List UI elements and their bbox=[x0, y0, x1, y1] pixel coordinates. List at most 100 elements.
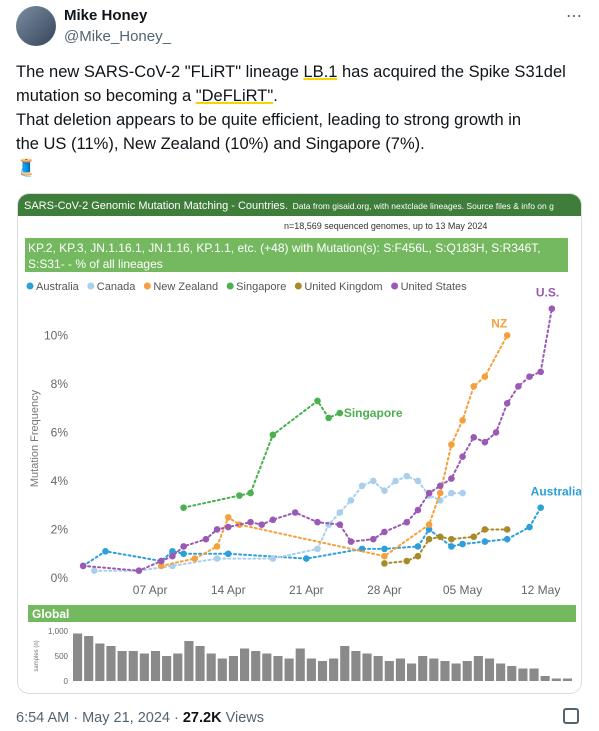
data-point bbox=[436, 533, 444, 541]
bar bbox=[373, 656, 383, 681]
bar bbox=[251, 651, 261, 681]
data-point bbox=[325, 414, 332, 422]
data-point bbox=[436, 489, 444, 497]
data-point bbox=[392, 477, 399, 485]
y-axis-label: Mutation Frequency bbox=[29, 389, 41, 487]
bar bbox=[329, 658, 339, 681]
data-point bbox=[381, 487, 388, 494]
global-band bbox=[28, 605, 576, 622]
bar bbox=[317, 661, 328, 681]
data-point bbox=[436, 482, 444, 490]
data-point bbox=[470, 533, 478, 541]
data-point bbox=[303, 555, 310, 562]
footer: 6:54 AM · May 21, 2024 · 27.2K Views bbox=[16, 710, 264, 726]
data-point bbox=[425, 526, 433, 533]
y-tick-label: 6% bbox=[51, 425, 69, 439]
legend-marker bbox=[87, 282, 95, 290]
data-point bbox=[470, 433, 478, 441]
data-point bbox=[381, 552, 388, 560]
data-point bbox=[224, 514, 232, 521]
data-point bbox=[425, 535, 433, 543]
text-segment: 🧵 bbox=[16, 159, 37, 177]
data-point bbox=[358, 482, 366, 490]
data-point bbox=[347, 497, 355, 504]
y-tick-label: 1,000 bbox=[48, 627, 69, 636]
legend-marker bbox=[26, 282, 34, 290]
data-point bbox=[236, 492, 243, 499]
bar bbox=[173, 653, 183, 681]
text-segment: That deletion appears to be quite effici… bbox=[16, 111, 522, 129]
handle[interactable]: @Mike_Honey_ bbox=[64, 28, 171, 45]
data-point bbox=[169, 552, 176, 560]
data-point bbox=[537, 368, 544, 376]
views-label: Views bbox=[221, 710, 264, 726]
legend-label: Singapore bbox=[236, 281, 286, 293]
data-point bbox=[515, 383, 522, 390]
series-label: U.S. bbox=[536, 286, 559, 300]
bar bbox=[95, 643, 105, 681]
data-point bbox=[247, 489, 254, 497]
data-point bbox=[448, 543, 455, 550]
more-button[interactable]: ⋯ bbox=[566, 8, 582, 25]
bar bbox=[462, 661, 472, 681]
text-segment: LB.1 bbox=[303, 63, 338, 81]
data-point bbox=[102, 548, 109, 555]
bookmark-button[interactable] bbox=[563, 708, 579, 724]
data-point bbox=[470, 383, 478, 390]
bar bbox=[407, 663, 417, 681]
data-point bbox=[79, 562, 87, 570]
data-point bbox=[459, 540, 466, 548]
data-point bbox=[157, 557, 165, 565]
data-point bbox=[459, 489, 466, 497]
avatar[interactable] bbox=[16, 6, 56, 46]
data-point bbox=[503, 526, 511, 533]
series-line bbox=[160, 334, 509, 567]
bar bbox=[473, 656, 483, 681]
bar bbox=[395, 658, 405, 681]
data-point bbox=[91, 567, 98, 575]
chart-subtitle: n=18,569 sequenced genomes, up to 13 May… bbox=[284, 221, 488, 231]
bar bbox=[184, 641, 194, 681]
chart-card[interactable]: SARS-CoV-2 Genomic Mutation Matching - C… bbox=[17, 193, 582, 694]
data-point bbox=[213, 526, 221, 533]
data-point bbox=[414, 543, 422, 550]
data-point bbox=[548, 305, 556, 313]
data-point bbox=[269, 431, 277, 439]
bar bbox=[262, 653, 272, 681]
data-point bbox=[224, 523, 232, 531]
data-point bbox=[537, 504, 544, 511]
bar bbox=[540, 676, 550, 681]
data-point bbox=[336, 521, 344, 528]
bar bbox=[340, 646, 350, 681]
data-point bbox=[314, 397, 321, 405]
legend-label: Canada bbox=[97, 281, 136, 293]
data-point bbox=[459, 453, 466, 460]
text-segment: has acquired the Spike S31del bbox=[337, 63, 566, 81]
data-point bbox=[213, 543, 221, 550]
views: 27.2K bbox=[182, 710, 222, 726]
data-point bbox=[314, 545, 321, 553]
bar bbox=[217, 658, 227, 681]
data-point bbox=[269, 516, 277, 524]
data-point bbox=[448, 475, 455, 482]
bar bbox=[496, 663, 506, 681]
data-point bbox=[347, 538, 355, 545]
bar bbox=[195, 646, 205, 681]
bar bbox=[106, 646, 116, 681]
global-title: Global bbox=[32, 607, 69, 621]
data-point bbox=[481, 538, 489, 545]
legend-marker bbox=[226, 282, 234, 290]
data-point bbox=[381, 528, 388, 536]
y-tick-label: 0% bbox=[51, 571, 69, 585]
text-line: 🧵 bbox=[16, 156, 37, 180]
data-point bbox=[459, 417, 466, 424]
bar bbox=[128, 651, 138, 681]
data-point bbox=[381, 545, 388, 553]
data-point bbox=[414, 477, 422, 485]
data-point bbox=[180, 504, 187, 511]
bar bbox=[507, 666, 517, 681]
author[interactable]: Mike Honey bbox=[64, 7, 148, 24]
series-line bbox=[383, 528, 509, 565]
data-point bbox=[403, 472, 411, 480]
